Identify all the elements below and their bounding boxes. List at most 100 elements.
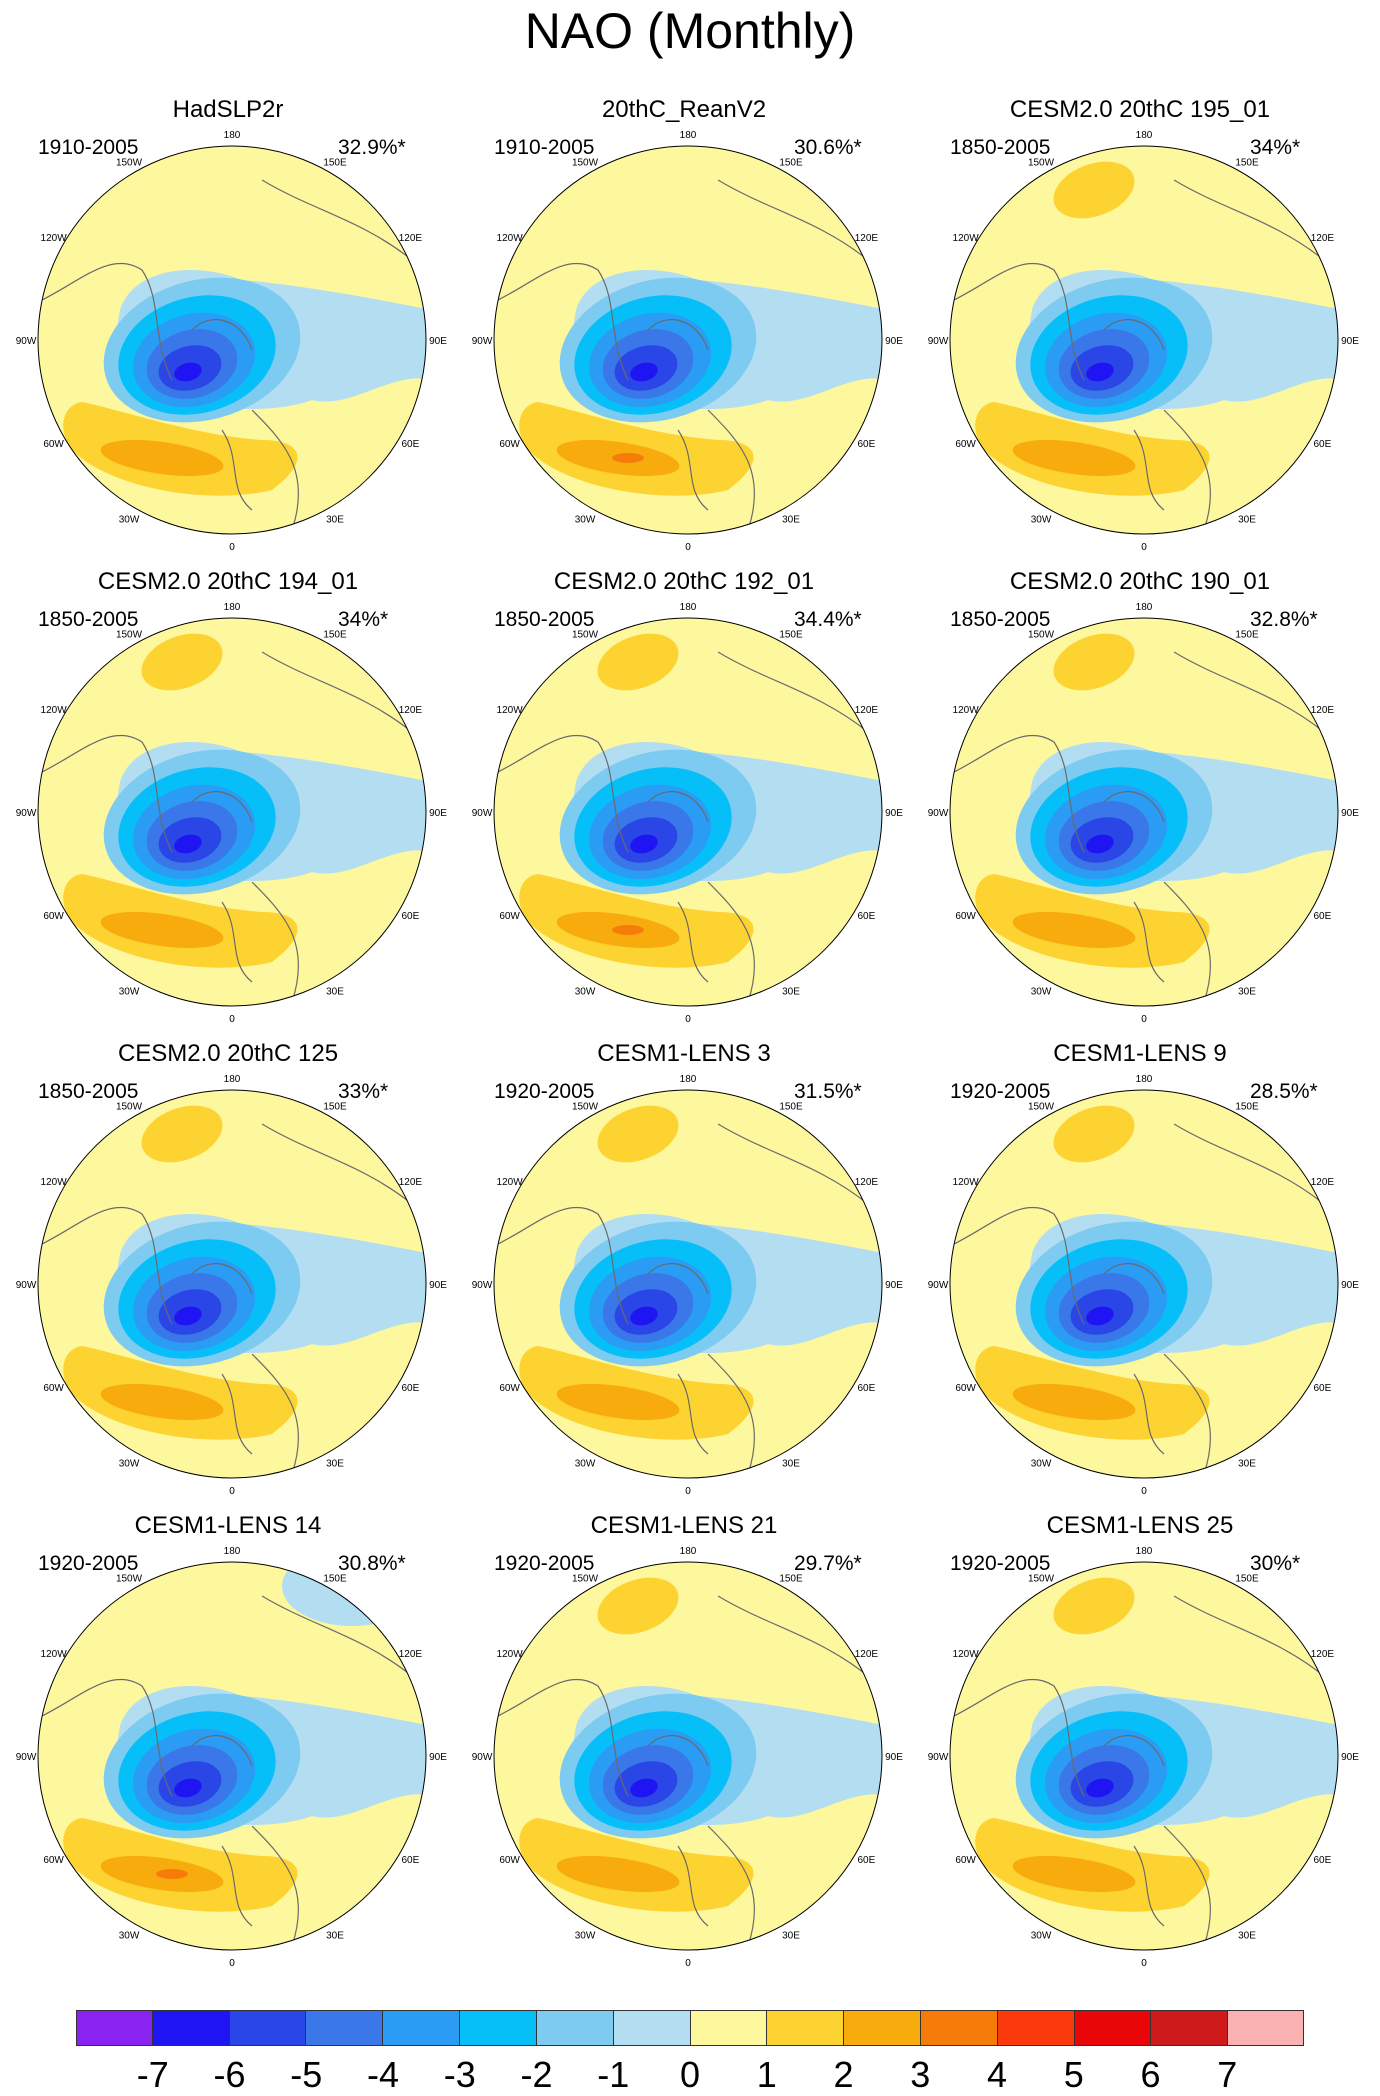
longitude-label: 120E (855, 705, 879, 716)
longitude-label: 150W (116, 1102, 143, 1113)
map-border (37, 617, 427, 1007)
longitude-label: 90E (1341, 1280, 1359, 1291)
longitude-label: 120E (399, 233, 423, 244)
contour-positive-pacific (141, 1105, 223, 1163)
longitude-label: 150E (1235, 1574, 1259, 1585)
map-panel: CESM1-LENS 9 1920-2005 28.5%* 180 150E 120E 90… (912, 944, 1368, 1497)
contour-positive-pacific (597, 1105, 679, 1163)
panel-variance: 31.5%* (794, 1080, 862, 1103)
contour-negative-7 (1086, 362, 1114, 382)
longitude-label: 120E (855, 233, 879, 244)
map-panel: CESM2.0 20thC 190_01 1850-2005 32.8%* 180 15… (912, 472, 1368, 1025)
map-border (949, 145, 1339, 535)
longitude-label: 30W (119, 986, 140, 997)
panel-variance: 34%* (1250, 136, 1301, 159)
colorbar-tick-label: 1 (756, 2054, 777, 2095)
longitude-label: 90E (885, 1280, 903, 1291)
longitude-label: 0 (1141, 542, 1147, 553)
longitude-label: 150W (1028, 630, 1055, 641)
longitude-label: 60W (499, 439, 520, 450)
polar-map: 180 150E 120E 90E 60E 30E 0 30W 60W 90W 120W 150W (928, 602, 1360, 1025)
contour-positive-2 (556, 1855, 680, 1893)
map-panel: HadSLP2r 1910-2005 32.9%* 180 150E 120E 90E 60E… (0, 0, 456, 553)
longitude-label: 60W (955, 911, 976, 922)
polar-map: 180 150E 120E 90E 60E 30E 0 30W 60W 90W 120W 150W (472, 130, 904, 553)
longitude-label: 0 (1141, 1486, 1147, 1497)
longitude-label: 180 (224, 1546, 241, 1557)
longitude-label: 60W (955, 1383, 976, 1394)
colorbar-tick-label: -4 (366, 2054, 399, 2095)
colorbar-tick-label: -3 (443, 2054, 476, 2095)
panel-title: CESM2.0 20thC 125 (117, 1040, 339, 1067)
longitude-label: 120W (953, 1177, 980, 1188)
longitude-label: 150E (779, 1574, 803, 1585)
longitude-label: 150W (1028, 158, 1055, 169)
longitude-label: 90E (429, 1280, 447, 1291)
colorbar-tick-label: 0 (679, 2054, 701, 2095)
panel-title: HadSLP2r (172, 96, 284, 123)
longitude-label: 120E (399, 1177, 423, 1188)
longitude-label: 60E (1314, 1855, 1332, 1866)
longitude-label: 120E (1311, 233, 1335, 244)
longitude-label: 150W (572, 158, 599, 169)
polar-map: 180 150E 120E 90E 60E 30E 0 30W 60W 90W 120W 150W (472, 602, 904, 1025)
longitude-label: 60E (1314, 911, 1332, 922)
panel-variance: 34.4%* (794, 608, 862, 631)
coastlines (41, 1595, 413, 1947)
longitude-label: 150W (572, 1574, 599, 1585)
longitude-label: 90W (472, 808, 493, 819)
longitude-label: 90E (429, 1752, 447, 1763)
colorbar-swatch (1074, 2010, 1152, 2046)
panel-variance: 32.8%* (1250, 608, 1318, 631)
longitude-label: 120E (855, 1649, 879, 1660)
longitude-label: 90E (1341, 1752, 1359, 1763)
longitude-label: 30W (575, 1930, 596, 1941)
longitude-label: 30E (326, 1458, 344, 1469)
map-panel: CESM1-LENS 14 1920-2005 30.8%* 180 150E 120E 9… (0, 1416, 456, 1969)
longitude-label: 90W (928, 336, 949, 347)
coastlines (497, 1123, 869, 1475)
longitude-label: 30W (1031, 1458, 1052, 1469)
longitude-label: 90W (472, 336, 493, 347)
longitude-label: 0 (1141, 1958, 1147, 1969)
colorbar-swatch (1151, 2010, 1229, 2046)
longitude-label: 60W (43, 439, 64, 450)
longitude-label: 60W (43, 1383, 64, 1394)
panel-period: 1850-2005 (950, 608, 1051, 631)
colorbar-tick-label: 6 (1140, 2054, 1161, 2095)
longitude-label: 0 (1141, 1014, 1147, 1025)
longitude-label: 120W (953, 233, 980, 244)
map-border (493, 145, 883, 535)
longitude-label: 30E (1238, 1930, 1256, 1941)
longitude-label: 60E (858, 1855, 876, 1866)
longitude-label: 120W (41, 1649, 68, 1660)
contour-negative-7 (630, 1306, 658, 1326)
contour-negative-7 (630, 1778, 658, 1798)
longitude-label: 180 (1136, 1074, 1153, 1085)
panel-title: CESM1-LENS 21 (590, 1512, 778, 1539)
longitude-label: 0 (685, 542, 691, 553)
longitude-label: 150W (1028, 1574, 1055, 1585)
longitude-label: 0 (229, 1014, 235, 1025)
longitude-label: 150W (572, 1102, 599, 1113)
longitude-label: 0 (229, 1486, 235, 1497)
contour-negative-7 (1086, 834, 1114, 854)
longitude-label: 120W (953, 1649, 980, 1660)
longitude-label: 30W (1031, 514, 1052, 525)
longitude-label: 90E (885, 336, 903, 347)
colorbar-swatch (536, 2010, 614, 2046)
contour-negative-7 (1086, 1778, 1114, 1798)
map-border (493, 1561, 883, 1951)
contour-positive-2 (1012, 911, 1136, 949)
longitude-label: 30W (575, 1458, 596, 1469)
longitude-label: 120W (497, 1177, 524, 1188)
longitude-label: 30E (782, 1458, 800, 1469)
longitude-label: 150W (116, 1574, 143, 1585)
colorbar-swatch (152, 2010, 230, 2046)
longitude-label: 30E (326, 986, 344, 997)
longitude-label: 90W (928, 808, 949, 819)
panel-period: 1910-2005 (494, 136, 595, 159)
panel-period: 1920-2005 (494, 1552, 595, 1575)
panel-period: 1850-2005 (950, 136, 1051, 159)
polar-map: 180 150E 120E 90E 60E 30E 0 30W 60W 90W 120W 150W (928, 1546, 1360, 1969)
